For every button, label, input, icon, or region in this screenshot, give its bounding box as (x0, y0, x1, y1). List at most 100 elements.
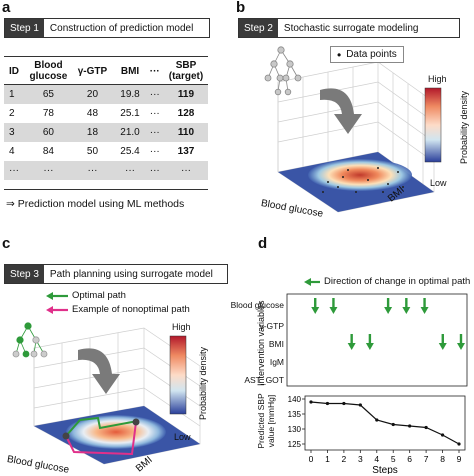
down-arrow-icon (347, 334, 356, 350)
panel-a-step-header: Step 1 Construction of prediction model (4, 18, 210, 38)
sbp-point (375, 418, 379, 422)
nonoptimal-path-line (65, 421, 137, 456)
plot-frame (304, 395, 466, 451)
cell: ··· (149, 146, 160, 157)
cell: ··· (145, 161, 164, 180)
table-row: ··· ··· ··· ··· ··· ··· (4, 161, 208, 180)
x-tick-label: 5 (391, 454, 396, 464)
down-arrow-icon (420, 298, 429, 314)
plot-frame (286, 293, 468, 387)
x-axis-label: Steps (372, 465, 398, 474)
prediction-model-footnote: ⇒ Prediction model using ML methods (6, 198, 185, 210)
pink-arrow-icon (46, 305, 68, 314)
cell: 21.0 (114, 123, 146, 142)
cell: 84 (42, 146, 54, 157)
x-tick-label: 9 (457, 454, 462, 464)
down-arrow-icon (438, 334, 447, 350)
variable-label: AST_GOT (244, 375, 284, 385)
down-arrow-icon (329, 298, 338, 314)
density-peak (66, 415, 166, 449)
cell: ··· (149, 108, 160, 119)
legend-label: Direction of change in optimal path (324, 276, 471, 287)
sbp-line-chart: 140 135 130 125 0 1 2 3 4 5 6 7 8 9 Steps (288, 395, 466, 474)
decision-tree-icon (12, 322, 48, 358)
y-tick-label: 135 (288, 410, 302, 419)
sbp-point (457, 442, 461, 446)
step-tag: Step 3 (5, 265, 44, 283)
green-arrow-icon (304, 277, 320, 286)
col-header: ID (9, 65, 19, 77)
table-bottom-rule (4, 189, 208, 190)
step-title: Stochastic surrogate modeling (283, 22, 419, 34)
data-points-legend: • Data points (330, 46, 404, 63)
data-point-icon: • (337, 47, 342, 62)
cell: 60 (26, 123, 71, 142)
colorbar (169, 335, 187, 415)
cell: 78 (42, 108, 54, 119)
legend-label: Optimal path (72, 290, 126, 301)
intervention-arrow-plot (286, 293, 468, 387)
cell: 4 (9, 146, 15, 157)
panel-a-letter: a (2, 0, 11, 16)
variable-label: BMI (268, 339, 284, 349)
cell: 25.1 (120, 108, 140, 119)
panel-b-letter: b (236, 0, 246, 16)
colorbar-low-label: Low (174, 432, 191, 442)
start-point (62, 432, 70, 440)
decision-tree-icon (264, 46, 302, 96)
cell: 48 (86, 108, 99, 119)
curved-arrow-icon (320, 88, 362, 134)
path-planning-surface-plot (12, 322, 201, 465)
y-tick-label: 130 (288, 425, 302, 434)
cell: 20 (70, 84, 115, 104)
legend-label: Data points (346, 49, 397, 60)
colorbar (424, 87, 442, 163)
sbp-axis-text: Predicted SBP value [mmHg] (256, 393, 276, 449)
sbp-axis-label: Predicted SBP value [mmHg] (256, 392, 276, 450)
col-header: BMI (120, 65, 140, 77)
sbp-point (424, 425, 428, 430)
legend-label: Example of nonoptimal path (72, 304, 190, 315)
table-row: 4 84 50 25.4 ··· 137 (4, 142, 208, 161)
table-top-rule (4, 56, 208, 57)
step-title: Construction of prediction model (49, 22, 194, 34)
down-arrow-icon (311, 298, 320, 314)
col-header: Blood glucose (29, 60, 68, 82)
colorbar-low-label: Low (430, 178, 447, 188)
sbp-point (440, 433, 445, 437)
colorbar-high-label: High (172, 322, 191, 332)
sbp-point (391, 422, 395, 427)
cell: 2 (9, 108, 15, 119)
col-header: ··· (149, 65, 160, 77)
cell: 50 (86, 146, 99, 157)
colorbar-title: Probability density (459, 90, 469, 164)
data-points (322, 167, 404, 193)
down-arrow-icon (384, 298, 393, 314)
panel-d-letter: d (258, 235, 268, 252)
optimal-path-legend: Optimal path (46, 290, 126, 301)
panel-c-letter: c (2, 235, 11, 252)
direction-legend: Direction of change in optimal path (304, 276, 470, 287)
x-tick-label: 3 (358, 454, 363, 464)
y-tick-label: 140 (288, 395, 302, 404)
end-point (132, 418, 140, 426)
cell: 137 (177, 146, 195, 157)
nonoptimal-path-legend: Example of nonoptimal path (46, 304, 190, 315)
cell: 119 (164, 84, 208, 104)
sbp-point (309, 400, 313, 404)
cell: 25.4 (120, 146, 140, 157)
down-arrow-icon (457, 334, 465, 350)
x-tick-label: 1 (325, 454, 330, 464)
step-tag: Step 1 (5, 19, 44, 37)
x-tick-label: 4 (374, 454, 379, 464)
step-tag: Step 2 (239, 19, 278, 37)
x-tick-label: 2 (342, 454, 347, 464)
cell: ··· (145, 123, 164, 142)
variable-label: Blood glucose (230, 300, 284, 310)
green-arrow-icon (46, 291, 68, 300)
colorbar-title: Probability density (198, 346, 208, 420)
cell: 128 (177, 108, 195, 119)
variable-label: IgM (269, 357, 284, 367)
sbp-series-line (310, 401, 460, 445)
colorbar-high-label: High (428, 74, 447, 84)
